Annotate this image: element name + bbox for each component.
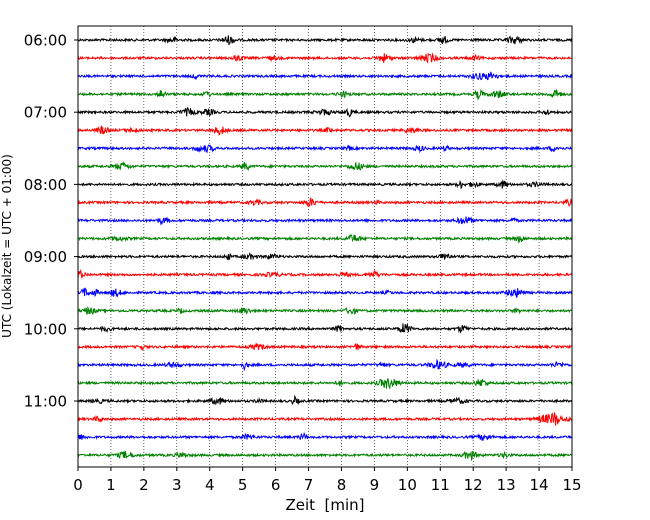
x-tick-label: 1: [106, 476, 116, 494]
trace-line: [77, 342, 573, 352]
trace-line: [77, 450, 573, 462]
trace-line: [77, 411, 573, 426]
trace-line: [77, 52, 573, 64]
x-tick-label: 8: [337, 476, 347, 494]
x-tick-label: 14: [530, 476, 549, 494]
x-tick-label: 6: [271, 476, 281, 494]
x-tick-label: 0: [73, 476, 83, 494]
trace-line: [77, 144, 573, 154]
trace-line: [77, 378, 573, 390]
trace-line: [77, 306, 573, 316]
x-tick-label: 2: [139, 476, 149, 494]
trace-line: [77, 106, 573, 118]
x-tick-label: 10: [398, 476, 417, 494]
plot-frame: [77, 25, 573, 468]
x-tick-label: 15: [562, 476, 581, 494]
x-tick-label: 7: [304, 476, 314, 494]
y-tick-label: 07:00: [24, 104, 67, 122]
x-tick-label: 13: [497, 476, 516, 494]
trace-line: [77, 161, 573, 172]
y-axis-label: UTC (Lokalzeit = UTC + 01:00): [0, 154, 14, 338]
x-tick-label: 4: [205, 476, 215, 494]
x-axis-label: Zeit [min]: [285, 496, 364, 514]
x-tick-label: 11: [431, 476, 450, 494]
x-tick-label: 3: [172, 476, 182, 494]
trace-line: [77, 35, 573, 46]
trace-line: [77, 197, 573, 208]
trace-line: [77, 268, 573, 279]
seismogram-traces: [77, 35, 573, 462]
trace-line: [77, 432, 573, 441]
trace-line: [77, 252, 573, 261]
y-tick-label: 09:00: [24, 248, 67, 266]
trace-line: [77, 216, 573, 226]
trace-line: [77, 88, 573, 101]
x-tick-label: 9: [370, 476, 380, 494]
x-tick-label: 12: [464, 476, 483, 494]
x-axis: 0 1 2 3 4 5 6 7 8 9 10 11 12 13 14 15: [73, 467, 582, 494]
trace-line: [77, 234, 573, 244]
y-tick-label: 06:00: [24, 32, 67, 50]
y-tick-label: 08:00: [24, 176, 67, 194]
y-tick-label: 10:00: [24, 320, 67, 338]
x-tick-label: 5: [238, 476, 248, 494]
trace-line: [77, 358, 573, 372]
trace-line: [77, 125, 573, 136]
trace-line: [77, 287, 573, 299]
y-tick-label: 11:00: [24, 393, 67, 411]
plot-background: [78, 26, 572, 467]
trace-line: [77, 323, 573, 334]
trace-line: [77, 394, 573, 406]
y-axis: 06:00 07:00 08:00 09:00 10:00 11:00: [24, 32, 78, 411]
trace-line: [77, 179, 573, 190]
trace-line: [77, 71, 573, 81]
